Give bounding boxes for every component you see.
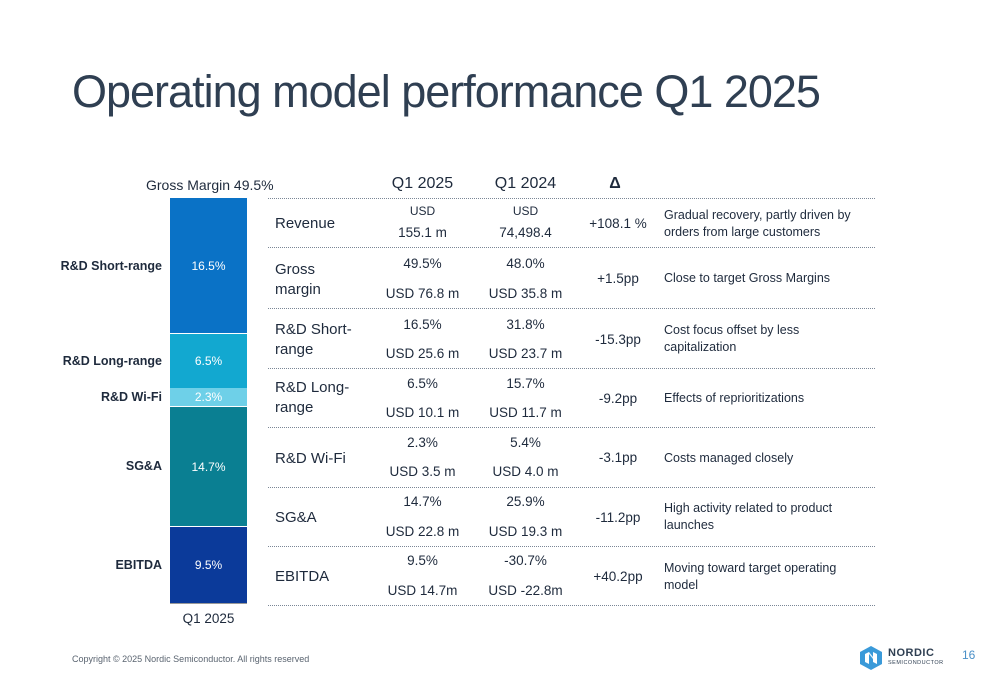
row-separator bbox=[268, 247, 875, 248]
q1-2024-top: -30.7% bbox=[504, 553, 547, 568]
bar-segment-rd-long-range: 6.5% bbox=[170, 334, 247, 388]
row-comment: Cost focus offset by less capitalization bbox=[664, 323, 800, 354]
logo-wordmark: NORDIC bbox=[888, 647, 935, 659]
q1-2024-bottom: USD -22.8m bbox=[488, 583, 563, 598]
row-label: EBITDA bbox=[275, 568, 330, 585]
bar-segment-rd-wifi: 2.3% bbox=[170, 388, 247, 406]
row-label: R&D Short-range bbox=[275, 321, 352, 358]
bar-label-sga: SG&A bbox=[125, 459, 162, 473]
bar-segment-value: 9.5% bbox=[194, 558, 223, 572]
delta-value: -3.1pp bbox=[598, 450, 638, 465]
bar-x-label: Q1 2025 bbox=[182, 611, 235, 626]
q1-2024-top: 48.0% bbox=[506, 256, 545, 271]
gross-margin-label: Gross Margin 49.5% bbox=[146, 177, 274, 193]
row-separator bbox=[268, 427, 875, 428]
q1-2025-top: 49.5% bbox=[403, 256, 442, 271]
delta-value: +108.1 % bbox=[589, 216, 647, 231]
column-header-q1-2024: Q1 2024 bbox=[494, 175, 557, 192]
column-header-delta: Δ bbox=[609, 175, 621, 192]
nordic-logo-icon bbox=[860, 646, 882, 670]
row-comment: High activity related to product launche… bbox=[664, 501, 833, 532]
bar-baseline bbox=[170, 603, 247, 604]
delta-value: +40.2pp bbox=[593, 569, 643, 584]
q1-2024-top: 15.7% bbox=[506, 376, 545, 391]
row-label: R&D Long-range bbox=[275, 379, 350, 416]
bar-segment-value: 2.3% bbox=[194, 390, 223, 404]
copyright-text: Copyright © 2025 Nordic Semiconductor. A… bbox=[72, 654, 310, 664]
row-separator bbox=[268, 308, 875, 309]
row-comment: Gradual recovery, partly driven by order… bbox=[664, 208, 851, 239]
bar-label-rd-short-range: R&D Short-range bbox=[60, 259, 162, 273]
q1-2024-top: 31.8% bbox=[506, 317, 545, 332]
row-separator bbox=[268, 368, 875, 369]
q1-2025-bottom: USD 14.7m bbox=[387, 583, 458, 598]
nordic-logo: NORDIC SEMICONDUCTOR bbox=[858, 645, 944, 671]
row-label: R&D Wi-Fi bbox=[275, 450, 346, 467]
q1-2025-top: 9.5% bbox=[407, 553, 438, 568]
q1-2024-bottom: USD 23.7 m bbox=[488, 346, 563, 361]
bar-label-rd-long-range: R&D Long-range bbox=[62, 354, 162, 368]
row-label: Gross margin bbox=[275, 261, 321, 298]
delta-value: -9.2pp bbox=[598, 391, 638, 406]
q1-2024-bottom: USD 11.7 m bbox=[489, 405, 562, 420]
row-comment: Close to target Gross Margins bbox=[664, 271, 831, 285]
row-separator bbox=[268, 546, 875, 547]
row-separator bbox=[268, 198, 875, 199]
slide-title: Operating model performance Q1 2025 bbox=[72, 66, 821, 117]
bar-segment-sga: 14.7% bbox=[170, 407, 247, 526]
q1-2024-bottom: USD 35.8 m bbox=[488, 286, 563, 301]
q1-2025-bottom: USD 10.1 m bbox=[385, 405, 460, 420]
column-header-q1-2025: Q1 2025 bbox=[391, 175, 454, 192]
q1-2025-bottom: USD 25.6 m bbox=[385, 346, 460, 361]
row-comment: Effects of reprioritizations bbox=[664, 391, 805, 405]
q1-2025-top: 2.3% bbox=[407, 435, 438, 450]
delta-value: -11.2pp bbox=[595, 510, 641, 525]
delta-value: +1.5pp bbox=[597, 271, 639, 286]
q1-2025-top: USD bbox=[409, 204, 436, 218]
q1-2025-bottom: USD 22.8 m bbox=[385, 524, 460, 539]
bar-segment-ebitda: 9.5% bbox=[170, 527, 247, 603]
bar-segment-rd-short-range: 16.5% bbox=[170, 198, 247, 333]
q1-2025-bottom: USD 3.5 m bbox=[389, 464, 456, 479]
row-separator bbox=[268, 487, 875, 488]
delta-value: -15.3pp bbox=[595, 332, 641, 347]
q1-2024-top: 25.9% bbox=[506, 494, 545, 509]
row-label: SG&A bbox=[275, 509, 317, 526]
q1-2025-bottom: 155.1 m bbox=[398, 225, 447, 240]
q1-2025-top: 14.7% bbox=[403, 494, 442, 509]
q1-2025-top: 6.5% bbox=[407, 376, 438, 391]
row-comment: Costs managed closely bbox=[664, 451, 794, 465]
row-label: Revenue bbox=[275, 215, 336, 232]
q1-2024-top: 5.4% bbox=[510, 435, 541, 450]
q1-2024-top: USD bbox=[512, 204, 539, 218]
q1-2024-bottom: 74,498.4 bbox=[499, 225, 552, 240]
bar-label-ebitda: EBITDA bbox=[115, 558, 162, 572]
bar-segment-value: 14.7% bbox=[191, 459, 226, 474]
row-comment: Moving toward target operating model bbox=[664, 561, 837, 592]
bar-label-rd-wifi: R&D Wi-Fi bbox=[101, 390, 162, 404]
q1-2025-top: 16.5% bbox=[403, 317, 442, 332]
q1-2024-bottom: USD 4.0 m bbox=[492, 464, 559, 479]
page-number: 16 bbox=[962, 648, 976, 662]
bar-segment-value: 6.5% bbox=[194, 354, 223, 368]
logo-subtitle: SEMICONDUCTOR bbox=[888, 660, 944, 666]
row-separator bbox=[268, 605, 875, 606]
q1-2024-bottom: USD 19.3 m bbox=[488, 524, 563, 539]
bar-segment-value: 16.5% bbox=[191, 258, 226, 273]
q1-2025-bottom: USD 76.8 m bbox=[385, 286, 460, 301]
